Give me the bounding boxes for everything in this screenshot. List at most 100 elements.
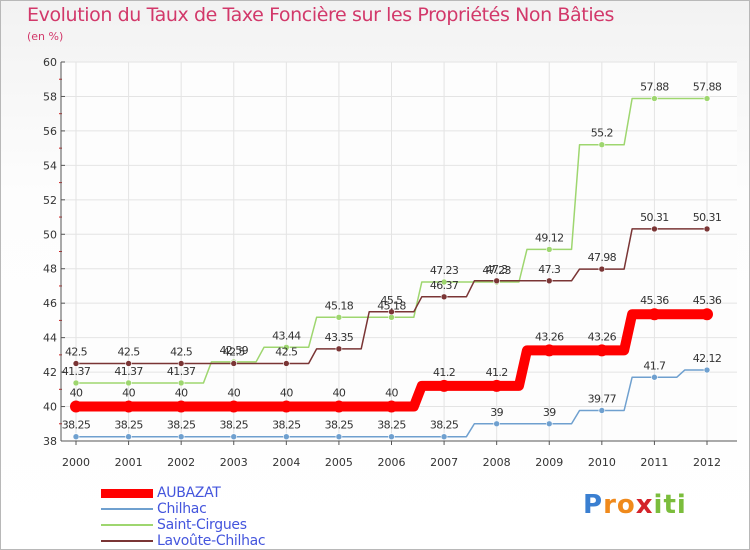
data-label: 42.5 bbox=[170, 345, 193, 358]
data-label: 39 bbox=[490, 406, 503, 419]
data-label: 45.36 bbox=[693, 294, 722, 307]
data-label: 40 bbox=[175, 387, 188, 400]
x-tick-label: 2011 bbox=[640, 456, 668, 469]
data-label: 50.31 bbox=[640, 211, 669, 224]
data-label: 40 bbox=[70, 387, 83, 400]
data-point bbox=[230, 360, 238, 367]
data-label: 38.25 bbox=[167, 419, 196, 432]
data-label: 38.25 bbox=[325, 419, 354, 432]
data-label: 49.12 bbox=[535, 231, 564, 244]
data-label: 42.59 bbox=[220, 344, 249, 357]
logo-letter: r bbox=[603, 490, 617, 520]
series-line bbox=[75, 97, 708, 384]
y-tick-label: 56 bbox=[43, 125, 57, 138]
data-label: 40 bbox=[280, 387, 293, 400]
y-tick-label: 60 bbox=[43, 56, 57, 69]
data-point bbox=[703, 225, 711, 233]
data-point bbox=[703, 366, 711, 374]
data-label: 40 bbox=[122, 387, 135, 400]
logo-letter: x bbox=[635, 490, 654, 520]
x-tick-label: 2008 bbox=[483, 456, 511, 469]
x-tick-label: 2009 bbox=[535, 456, 563, 469]
x-tick-label: 2000 bbox=[62, 456, 90, 469]
data-label: 43.44 bbox=[272, 329, 301, 342]
data-point bbox=[598, 141, 606, 148]
data-label: 38.25 bbox=[114, 419, 143, 432]
data-label: 41.7 bbox=[643, 359, 666, 372]
data-label: 40 bbox=[385, 387, 398, 400]
proxiti-logo: Proxiti bbox=[583, 490, 687, 520]
x-tick-label: 2001 bbox=[115, 456, 143, 469]
legend-label: Chilhac bbox=[157, 501, 207, 517]
data-point bbox=[283, 433, 290, 440]
data-point bbox=[72, 360, 80, 367]
data-point bbox=[335, 314, 343, 321]
data-point bbox=[125, 360, 132, 367]
data-label: 45.18 bbox=[377, 299, 406, 312]
y-tick-label: 54 bbox=[43, 159, 57, 172]
data-label: 45.36 bbox=[640, 294, 669, 307]
y-tick-label: 48 bbox=[43, 263, 57, 276]
plot-area bbox=[61, 62, 737, 441]
data-label: 57.88 bbox=[693, 81, 722, 94]
data-point bbox=[490, 379, 503, 392]
y-tick-label: 38 bbox=[43, 435, 57, 448]
legend-swatch bbox=[101, 540, 153, 542]
data-point bbox=[545, 277, 553, 285]
x-tick-label: 2007 bbox=[430, 456, 458, 469]
data-point bbox=[651, 225, 658, 233]
data-label: 57.88 bbox=[640, 81, 669, 94]
data-label: 42.5 bbox=[223, 345, 246, 358]
data-label: 40 bbox=[333, 387, 346, 400]
data-point bbox=[230, 433, 238, 440]
data-point bbox=[701, 308, 713, 321]
data-point bbox=[493, 420, 500, 428]
data-label: 42.5 bbox=[275, 345, 298, 358]
data-point bbox=[651, 95, 658, 102]
x-tick-label: 2003 bbox=[220, 456, 248, 469]
y-tick-label: 46 bbox=[43, 297, 57, 310]
x-tick-label: 2004 bbox=[272, 456, 300, 469]
x-tick-label: 2002 bbox=[167, 456, 195, 469]
data-label: 47.98 bbox=[588, 251, 617, 264]
data-label: 38.25 bbox=[377, 419, 406, 432]
data-point bbox=[440, 293, 448, 301]
data-point bbox=[438, 379, 451, 392]
data-point bbox=[70, 400, 82, 413]
data-label: 41.37 bbox=[167, 365, 196, 378]
data-point bbox=[177, 379, 185, 387]
y-tick-label: 50 bbox=[43, 228, 57, 241]
unit-label: (en %) bbox=[27, 30, 64, 43]
data-label: 47.23 bbox=[430, 264, 459, 277]
legend-swatch bbox=[101, 524, 153, 526]
x-tick-label: 2005 bbox=[325, 456, 353, 469]
data-point bbox=[388, 308, 395, 316]
y-tick-label: 58 bbox=[43, 90, 57, 103]
data-label: 42.12 bbox=[693, 352, 722, 365]
data-point bbox=[385, 400, 398, 413]
data-point bbox=[335, 345, 343, 353]
data-label: 41.2 bbox=[486, 366, 508, 379]
legend-label: AUBAZAT bbox=[157, 485, 221, 501]
data-label: 38.25 bbox=[62, 419, 91, 432]
logo-letter: i bbox=[653, 490, 664, 520]
data-label: 43.35 bbox=[325, 331, 354, 344]
data-label: 45.5 bbox=[380, 294, 403, 307]
legend-swatch bbox=[101, 488, 153, 498]
data-point bbox=[227, 400, 240, 413]
data-point bbox=[175, 400, 188, 413]
data-label: 38.25 bbox=[272, 419, 301, 432]
series-aubazat bbox=[70, 308, 713, 413]
data-label: 38.25 bbox=[430, 419, 459, 432]
x-tick-label: 2010 bbox=[588, 456, 616, 469]
data-label: 42.5 bbox=[65, 345, 88, 358]
data-point bbox=[388, 314, 395, 321]
data-point bbox=[177, 360, 185, 367]
data-point bbox=[440, 278, 448, 286]
series-lavo-te-chilhac bbox=[72, 225, 711, 367]
data-point bbox=[545, 420, 553, 428]
data-point bbox=[598, 407, 606, 414]
data-label: 38.25 bbox=[220, 419, 249, 432]
